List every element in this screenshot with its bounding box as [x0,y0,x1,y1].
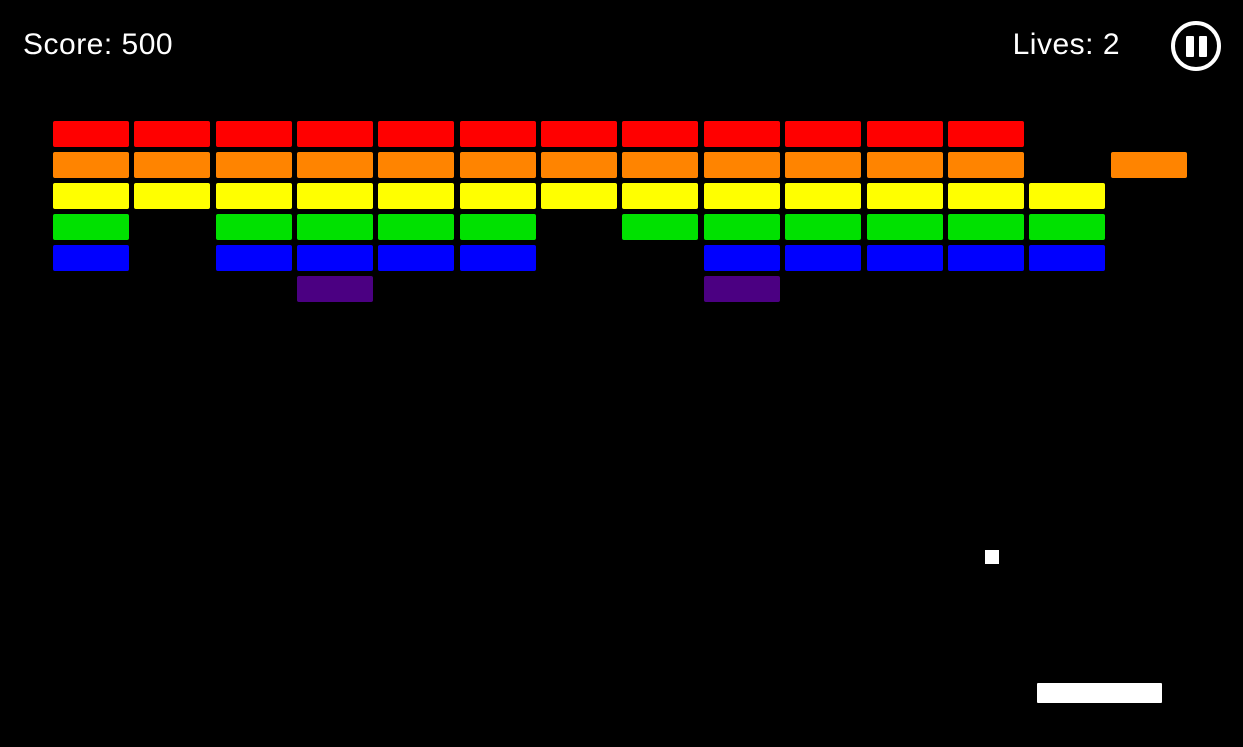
brick-blue-12 [1029,245,1105,271]
brick-orange-11 [948,152,1024,178]
brick-green-2 [216,214,292,240]
brick-purple-3 [297,276,373,302]
brick-green-3 [297,214,373,240]
brick-red-11 [948,121,1024,147]
brick-red-9 [785,121,861,147]
brick-red-3 [297,121,373,147]
brick-yellow-2 [216,183,292,209]
brick-blue-10 [867,245,943,271]
brick-green-12 [1029,214,1105,240]
lives-display: Lives: 2 [1012,28,1120,61]
brick-orange-5 [460,152,536,178]
brick-green-10 [867,214,943,240]
brick-red-8 [704,121,780,147]
brick-red-1 [134,121,210,147]
brick-blue-11 [948,245,1024,271]
brick-blue-5 [460,245,536,271]
brick-green-9 [785,214,861,240]
ball [985,550,999,564]
brick-blue-9 [785,245,861,271]
brick-green-7 [622,214,698,240]
brick-green-8 [704,214,780,240]
brick-blue-8 [704,245,780,271]
brick-green-11 [948,214,1024,240]
brick-red-5 [460,121,536,147]
score-display: Score: 500 [23,28,174,61]
brick-orange-0 [53,152,129,178]
brick-orange-6 [541,152,617,178]
brick-red-10 [867,121,943,147]
brick-orange-13 [1111,152,1187,178]
brick-green-0 [53,214,129,240]
brick-orange-7 [622,152,698,178]
brick-purple-8 [704,276,780,302]
pause-button[interactable] [1171,21,1221,71]
brick-green-5 [460,214,536,240]
brick-orange-9 [785,152,861,178]
brick-red-2 [216,121,292,147]
pause-icon [1185,35,1207,57]
brick-blue-3 [297,245,373,271]
brick-yellow-7 [622,183,698,209]
brick-orange-3 [297,152,373,178]
brick-red-7 [622,121,698,147]
paddle[interactable] [1037,683,1162,703]
brick-yellow-6 [541,183,617,209]
brick-blue-2 [216,245,292,271]
brick-blue-0 [53,245,129,271]
brick-blue-4 [378,245,454,271]
brick-red-6 [541,121,617,147]
brick-yellow-0 [53,183,129,209]
brick-yellow-9 [785,183,861,209]
brick-red-0 [53,121,129,147]
brick-red-4 [378,121,454,147]
brick-yellow-4 [378,183,454,209]
brick-yellow-12 [1029,183,1105,209]
brick-yellow-1 [134,183,210,209]
brick-yellow-10 [867,183,943,209]
brick-orange-2 [216,152,292,178]
brick-orange-1 [134,152,210,178]
brick-yellow-5 [460,183,536,209]
brick-yellow-8 [704,183,780,209]
brick-orange-8 [704,152,780,178]
brick-yellow-3 [297,183,373,209]
brick-orange-4 [378,152,454,178]
brick-green-4 [378,214,454,240]
brick-yellow-11 [948,183,1024,209]
brick-orange-10 [867,152,943,178]
